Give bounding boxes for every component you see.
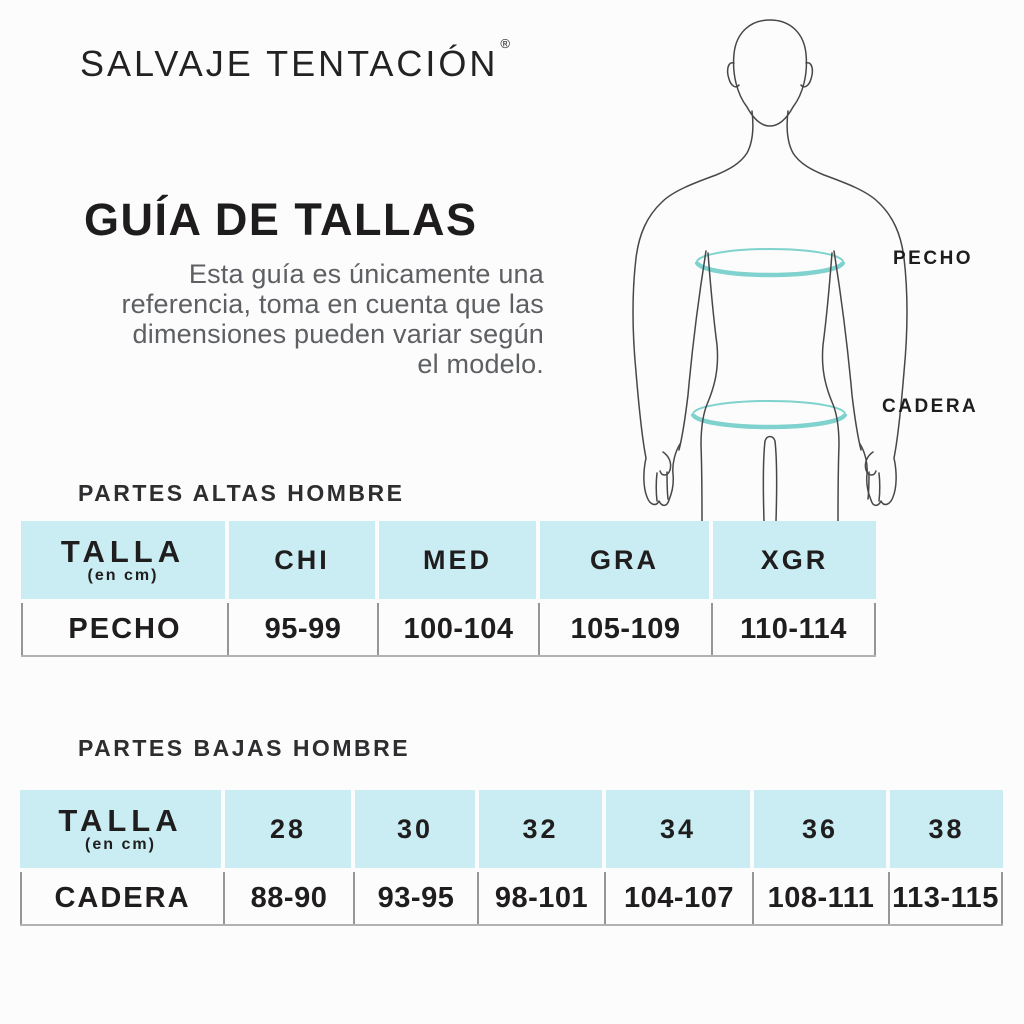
description-line: referencia, toma en cuenta que las	[121, 289, 544, 319]
table-data-row: PECHO 95-99 100-104 105-109 110-114	[21, 603, 876, 657]
measurement-cell: 98-101	[477, 872, 604, 924]
measurement-cell: 88-90	[223, 872, 353, 924]
column-header-size: 38	[890, 790, 1003, 868]
section-heading-tops: PARTES ALTAS HOMBRE	[78, 480, 405, 506]
hip-label: CADERA	[882, 396, 979, 417]
brand-logo: SALVAJE TENTACIÓN ®	[80, 36, 510, 85]
table-header-row: TALLA (en cm) CHI MED GRA XGR	[21, 521, 876, 599]
brand-name: SALVAJE TENTACIÓN	[80, 43, 499, 84]
page-title: GUÍA DE TALLAS	[84, 194, 478, 245]
description-line: el modelo.	[417, 349, 544, 379]
hip-measure-ring	[690, 400, 848, 430]
chest-measure-ring	[694, 248, 846, 278]
tops-size-table: TALLA (en cm) CHI MED GRA XGR PECHO 95-9…	[21, 521, 876, 657]
row-label-cell: CADERA	[20, 872, 223, 924]
measurement-cell: 104-107	[604, 872, 752, 924]
column-header-size: 36	[754, 790, 886, 868]
column-header-size: CHI	[229, 521, 375, 599]
column-header-size: GRA	[540, 521, 709, 599]
column-header-size: XGR	[713, 521, 876, 599]
column-header-size: 30	[355, 790, 475, 868]
column-header-label: TALLA	[60, 533, 186, 569]
description-line: Esta guía es únicamente una	[188, 259, 544, 289]
column-header-size: 34	[606, 790, 750, 868]
measurement-cell: 110-114	[711, 603, 876, 655]
measurement-cell: 95-99	[227, 603, 377, 655]
column-header-unit: (en cm)	[87, 566, 159, 584]
column-header-talla: TALLA (en cm)	[20, 790, 221, 868]
measurement-cell: 93-95	[353, 872, 477, 924]
column-header-label: TALLA	[58, 802, 183, 838]
column-header-talla: TALLA (en cm)	[21, 521, 225, 599]
registered-trademark-icon: ®	[500, 36, 511, 51]
column-header-size: MED	[379, 521, 536, 599]
row-label-cell: PECHO	[21, 603, 227, 655]
measurement-cell: 105-109	[538, 603, 711, 655]
body-outline-paths	[632, 19, 908, 521]
male-body-outline-illustration	[632, 19, 908, 521]
description-line: dimensiones pueden variar según	[132, 319, 544, 349]
table-header-row: TALLA (en cm) 28 30 32 34 36 38	[20, 790, 1003, 868]
chest-label: PECHO	[893, 248, 974, 269]
bottoms-size-table: TALLA (en cm) 28 30 32 34 36 38 CADERA 8…	[20, 790, 1003, 926]
measurement-cell: 113-115	[888, 872, 1003, 924]
measurement-cell: 108-111	[752, 872, 888, 924]
table-data-row: CADERA 88-90 93-95 98-101 104-107 108-11…	[20, 872, 1003, 926]
column-header-unit: (en cm)	[85, 835, 156, 853]
measurement-cell: 100-104	[377, 603, 538, 655]
section-heading-bottoms: PARTES BAJAS HOMBRE	[78, 735, 411, 761]
column-header-size: 28	[225, 790, 351, 868]
guide-description: Esta guía es únicamente una referencia, …	[55, 259, 544, 379]
column-header-size: 32	[479, 790, 602, 868]
